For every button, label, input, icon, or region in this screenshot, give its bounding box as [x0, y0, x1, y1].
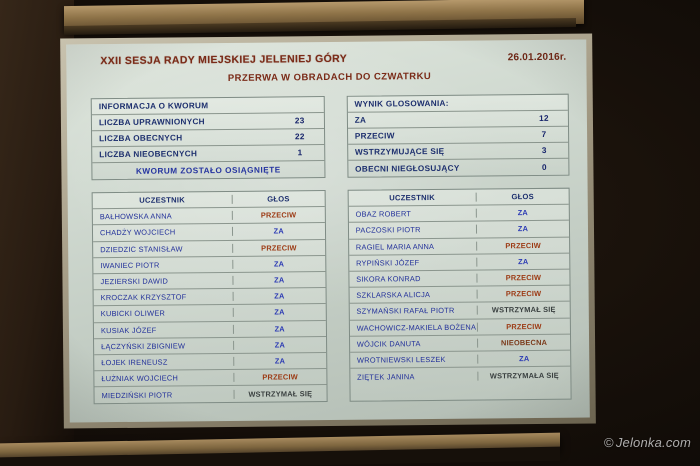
- participant-vote: PRZECIW: [505, 289, 542, 299]
- participant-name: OBAZ ROBERT: [348, 208, 477, 220]
- participant-vote: ZA: [274, 291, 285, 301]
- results-row-label: ZA: [354, 115, 367, 125]
- projection-screen-border: XXII SESJA RADY MIEJSKIEJ JELENIEJ GÓRY …: [60, 33, 596, 429]
- quorum-info-box: INFORMACJA O KWORUM LICZBA UPRAWNIONYCH …: [90, 96, 326, 181]
- results-row-label: OBECNI NIEGŁOSUJĄCY: [355, 163, 460, 174]
- session-subtitle: PRZERWA W OBRADACH DO CZWATRKU: [227, 71, 432, 84]
- quorum-row-value: 1: [297, 148, 303, 158]
- quorum-status-text: KWORUM ZOSTAŁO OSIĄGNIĘTE: [135, 164, 281, 176]
- participant-vote: ZA: [518, 256, 529, 267]
- participant-table-right: UCZESTNIK GŁOS OBAZ ROBERT ZA PACZOSKI PIOTR…: [347, 187, 572, 403]
- participant-name: ŁĄCZYŃSKI ZBIGNIEW: [94, 340, 234, 352]
- participant-name: KUBICKI OLIWER: [93, 308, 234, 319]
- results-row-value: 0: [541, 162, 547, 172]
- participant-name: RYPIŃSKI JÓZEF: [349, 257, 478, 268]
- slide-header-top-row: XXII SESJA RADY MIEJSKIEJ JELENIEJ GÓRY …: [80, 51, 572, 68]
- results-row-label: WSTRZYMUJĄCE SIĘ: [354, 146, 445, 157]
- participant-vote: PRZECIW: [262, 372, 298, 382]
- voting-results-box: WYNIK GLOSOWANIA: ZA 12 PRZECIW 7 WSTRZY…: [346, 93, 570, 178]
- watermark-text: Jelonka.com: [615, 435, 691, 450]
- participant-vote: NIEOBECNA: [500, 337, 548, 348]
- participant-vote: ZA: [274, 356, 286, 366]
- participant-vote: PRZECIW: [506, 321, 542, 331]
- participant-name: WACHOWICZ-MAKIELA BOŻENA: [349, 322, 478, 333]
- participant-vote: ZA: [274, 324, 285, 334]
- participant-name: PACZOSKI PIOTR: [348, 225, 478, 236]
- quorum-heading: INFORMACJA O KWORUM: [98, 101, 209, 112]
- column-header-vote: GŁOS: [511, 192, 534, 202]
- participant-vote: ZA: [274, 340, 286, 350]
- voting-results-slide: XXII SESJA RADY MIEJSKIEJ JELENIEJ GÓRY …: [66, 39, 590, 423]
- summary-boxes: INFORMACJA O KWORUM LICZBA UPRAWNIONYCH …: [81, 93, 574, 181]
- participant-name: RAGIEL MARIA ANNA: [348, 241, 478, 252]
- session-date: 26.01.2016r.: [507, 51, 567, 64]
- quorum-row-label: LICZBA OBECNYCH: [99, 133, 183, 144]
- participant-name: KUSIAK JÓZEF: [93, 324, 234, 335]
- participant-name: IWANIEC PIOTR: [93, 259, 234, 271]
- copyright-icon: ©: [604, 435, 614, 450]
- participant-table-left: UCZESTNIK GŁOS BAŁHOWSKA ANNA PRZECIW CHADŻY…: [91, 190, 328, 405]
- results-row: OBECNI NIEGŁOSUJĄCY 0: [348, 159, 568, 177]
- quorum-row-value: 23: [294, 116, 305, 126]
- participant-name: WROTNIEWSKI LESZEK: [349, 354, 479, 365]
- participant-vote: ZA: [274, 275, 285, 285]
- participant-name: SZKLARSKA ALICJA: [349, 289, 478, 301]
- quorum-status-row: KWORUM ZOSTAŁO OSIĄGNIĘTE: [92, 161, 324, 179]
- participant-name: KROCZAK KRZYSZTOF: [93, 292, 234, 303]
- participant-name: ZIĘTEK JANINA: [350, 371, 479, 382]
- participant-name: JEZIERSKI DAWID: [93, 275, 234, 287]
- participant-vote: PRZECIW: [261, 242, 297, 253]
- participant-vote: ZA: [274, 307, 285, 317]
- participant-name: BAŁHOWSKA ANNA: [92, 211, 233, 222]
- participant-vote: ZA: [273, 259, 285, 269]
- session-title: XXII SESJA RADY MIEJSKIEJ JELENIEJ GÓRY: [100, 52, 348, 68]
- participant-vote: PRZECIW: [505, 272, 542, 283]
- participant-vote: WSTRZYMAŁ SIĘ: [248, 389, 313, 399]
- results-row-label: PRZECIW: [354, 131, 395, 141]
- participant-vote: ZA: [517, 208, 529, 218]
- column-header-vote: GŁOS: [267, 194, 290, 204]
- participant-tables: UCZESTNIK GŁOS BAŁHOWSKA ANNA PRZECIW CHADŻY…: [82, 187, 576, 405]
- participant-name: DZIEDZIC STANISŁAW: [93, 243, 233, 254]
- slide-header: XXII SESJA RADY MIEJSKIEJ JELENIEJ GÓRY …: [80, 51, 572, 86]
- quorum-row-label: LICZBA UPRAWNIONYCH: [98, 117, 205, 128]
- results-row-value: 7: [541, 129, 547, 139]
- participant-name: MIEDZIŃSKI PIOTR: [94, 389, 235, 401]
- quorum-row-value: 22: [294, 132, 305, 142]
- participant-vote: WSTRZYMAŁA SIĘ: [489, 370, 559, 381]
- participant-row: MIEDZIŃSKI PIOTR WSTRZYMAŁ SIĘ: [94, 385, 326, 403]
- quorum-row-label: LICZBA NIEOBECNYCH: [99, 149, 198, 160]
- column-header-participant: UCZESTNIK: [348, 192, 477, 203]
- participant-vote: ZA: [517, 224, 529, 234]
- participant-name: ŁUŻNIAK WOJCIECH: [94, 373, 235, 384]
- column-header-participant: UCZESTNIK: [92, 195, 233, 206]
- participant-vote: PRZECIW: [260, 210, 297, 220]
- participant-name: WÓJCIK DANUTA: [349, 338, 479, 349]
- participant-name: ŁOJEK IRENEUSZ: [94, 356, 235, 368]
- participant-row: ZIĘTEK JANINA WSTRZYMAŁA SIĘ: [350, 367, 570, 385]
- watermark: © Jelonka.com: [604, 435, 691, 450]
- participant-name: SIKORA KONRAD: [349, 273, 478, 284]
- projection-screen: XXII SESJA RADY MIEJSKIEJ JELENIEJ GÓRY …: [60, 33, 596, 429]
- participant-vote: WSTRZYMAŁ SIĘ: [491, 305, 556, 315]
- participant-vote: ZA: [519, 354, 530, 364]
- participant-name: SZYMAŃSKI RAFAŁ PIOTR: [349, 305, 478, 317]
- results-heading: WYNIK GLOSOWANIA:: [354, 98, 449, 109]
- results-row-value: 12: [539, 113, 549, 123]
- results-row-value: 3: [541, 145, 547, 155]
- participant-vote: ZA: [273, 226, 284, 236]
- slide-header-subtitle-row: PRZERWA W OBRADACH DO CZWATRKU: [80, 70, 572, 86]
- participant-vote: PRZECIW: [505, 240, 541, 250]
- participant-name: CHADŻY WOJCIECH: [92, 227, 233, 238]
